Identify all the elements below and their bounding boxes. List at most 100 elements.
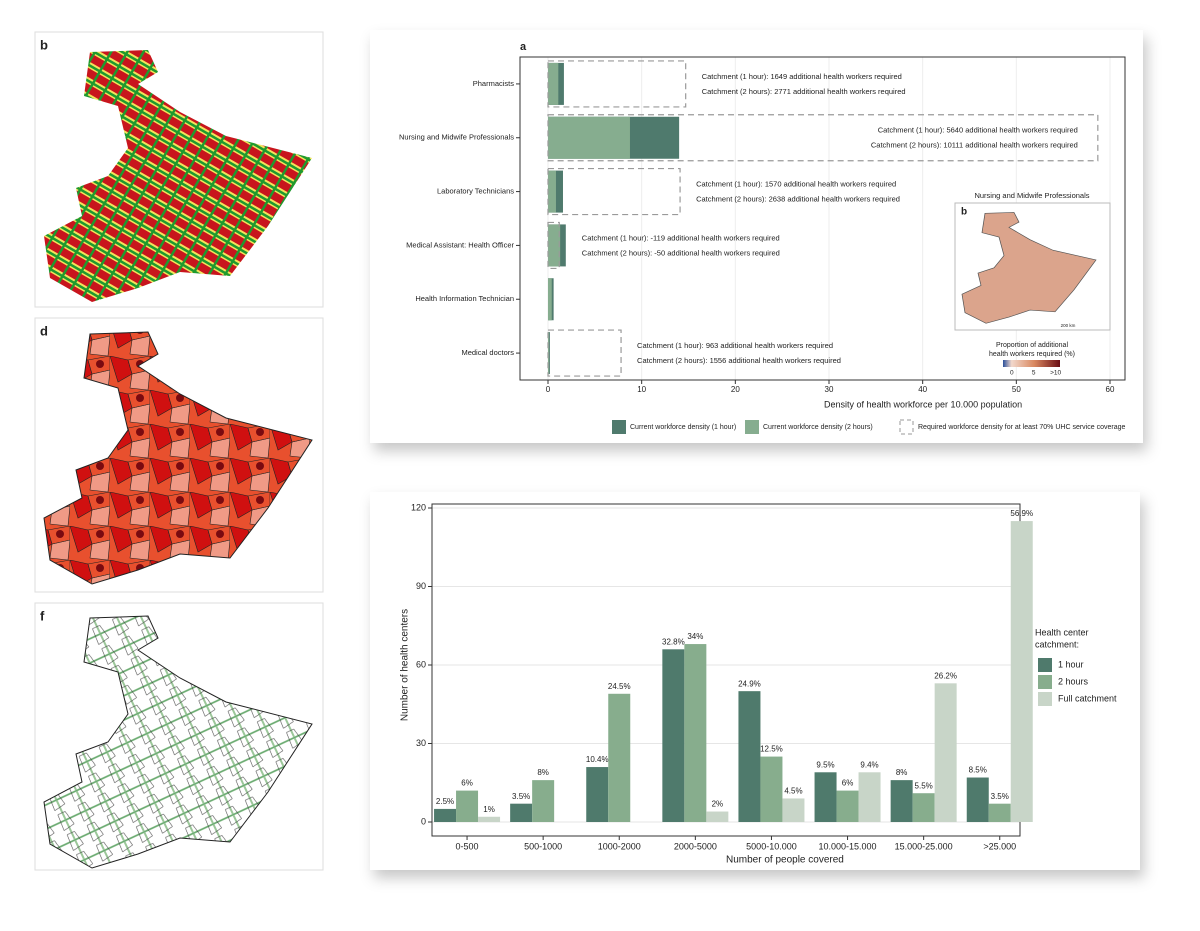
panel-label: f xyxy=(40,608,45,623)
y-axis-label: Number of health centers xyxy=(400,609,411,721)
y-tick-label: Health Information Technician xyxy=(415,294,514,303)
bar xyxy=(548,170,556,213)
panel-label: a xyxy=(520,41,527,53)
legend-title: catchment: xyxy=(1035,639,1079,649)
bar xyxy=(478,816,501,822)
x-tick-label: 20 xyxy=(731,385,740,394)
data-label: 3.5% xyxy=(512,792,530,801)
x-tick-label: 500-1000 xyxy=(524,841,562,851)
bar xyxy=(966,777,989,822)
legend-swatch xyxy=(745,420,759,434)
x-tick-label: 5000-10.000 xyxy=(746,841,797,851)
bar xyxy=(836,790,859,822)
y-tick-label: 120 xyxy=(411,502,426,512)
bar xyxy=(782,798,805,822)
y-tick-label: Laboratory Technicians xyxy=(437,187,514,196)
data-label: 3.5% xyxy=(991,792,1009,801)
required-box xyxy=(547,114,1099,162)
bar xyxy=(738,691,761,822)
legend-swatch xyxy=(1038,675,1052,689)
bar xyxy=(814,772,837,822)
legend-title: health workers required (%) xyxy=(989,351,1075,358)
panel-label: d xyxy=(40,323,48,338)
legend-swatch xyxy=(1038,692,1052,706)
x-tick-label: >25.000 xyxy=(983,841,1016,851)
data-label: 1% xyxy=(483,805,495,814)
x-tick-label: 40 xyxy=(918,385,927,394)
bar xyxy=(1010,521,1033,822)
annotation: Catchment (1 hour): 5640 additional heal… xyxy=(878,126,1078,135)
y-tick-label: Medical doctors xyxy=(461,348,514,357)
x-tick-label: 1000-2000 xyxy=(598,841,641,851)
bar xyxy=(706,811,729,822)
bar xyxy=(912,793,935,822)
bar xyxy=(586,767,609,822)
bar xyxy=(510,803,533,822)
bar xyxy=(890,780,913,822)
data-label: 8.5% xyxy=(969,766,987,775)
x-tick-label: 0 xyxy=(546,385,551,394)
x-tick-label: 60 xyxy=(1106,385,1115,394)
data-label: 9.5% xyxy=(816,760,834,769)
bar xyxy=(934,683,957,822)
chart-health-centers: 0 30 60 90 120 0-500 2.5% 6% 1% 500-1000 3.5% 8% 100… xyxy=(400,502,1117,865)
data-label: 12.5% xyxy=(760,745,783,754)
bar xyxy=(548,278,552,321)
required-box xyxy=(547,329,622,377)
colorbar-tick-label: 5 xyxy=(1032,370,1036,377)
legend-label: 1 hour xyxy=(1058,659,1084,669)
required-box xyxy=(547,221,560,270)
annotation: Catchment (2 hours): 2771 additional hea… xyxy=(702,87,906,96)
colorbar-tick-label: 0 xyxy=(1010,370,1014,377)
legend-label: Current workforce density (2 hours) xyxy=(763,424,873,431)
annotation: Catchment (1 hour): 1570 additional heal… xyxy=(696,180,896,189)
data-label: 24.5% xyxy=(608,682,631,691)
bar xyxy=(548,116,630,159)
annotation: Catchment (2 hours): 10111 additional he… xyxy=(871,141,1078,150)
data-label: 56.9% xyxy=(1010,509,1033,518)
data-label: 2% xyxy=(712,800,724,809)
x-tick-label: 30 xyxy=(825,385,834,394)
legend-swatch xyxy=(612,420,626,434)
x-tick-label: 50 xyxy=(1012,385,1021,394)
inset-label: b xyxy=(961,207,967,218)
legend-label: Current workforce density (1 hour) xyxy=(630,424,736,431)
y-tick-label: Pharmacists xyxy=(473,79,515,88)
annotation: Catchment (1 hour): 1649 additional heal… xyxy=(702,72,902,81)
bar xyxy=(988,803,1011,822)
required-box xyxy=(547,167,681,216)
inset-title: Nursing and Midwife Professionals xyxy=(974,191,1089,200)
bar xyxy=(456,790,479,822)
data-label: 2.5% xyxy=(436,797,454,806)
bar xyxy=(760,756,783,822)
bar xyxy=(858,772,881,822)
x-axis-label: Density of health workforce per 10.000 p… xyxy=(824,399,1022,409)
y-tick-label: 30 xyxy=(416,738,426,748)
colorbar xyxy=(1003,360,1060,367)
data-label: 32.8% xyxy=(662,637,685,646)
plot-frame xyxy=(519,56,1126,381)
legend-title: Proportion of additional xyxy=(996,342,1068,349)
data-label: 6% xyxy=(842,779,854,788)
data-label: 10.4% xyxy=(586,755,609,764)
legend-title: Health center xyxy=(1035,627,1089,637)
bar xyxy=(532,780,555,822)
bar xyxy=(434,808,457,822)
data-label: 9.4% xyxy=(860,760,878,769)
data-label: 26.2% xyxy=(934,671,957,680)
bar xyxy=(608,693,631,822)
colorbar-tick-label: >10 xyxy=(1050,370,1061,377)
bar xyxy=(662,649,685,822)
bar xyxy=(684,644,707,822)
data-label: 5.5% xyxy=(915,781,933,790)
map-panel: d xyxy=(34,317,324,593)
y-tick-label: 0 xyxy=(421,816,426,826)
panel-label: b xyxy=(40,37,48,52)
annotation: Catchment (2 hours): 2638 additional hea… xyxy=(696,195,900,204)
x-tick-label: 2000-5000 xyxy=(674,841,717,851)
x-tick-label: 15.000-25.000 xyxy=(895,841,953,851)
y-tick-label: Nursing and Midwife Professionals xyxy=(399,133,514,142)
